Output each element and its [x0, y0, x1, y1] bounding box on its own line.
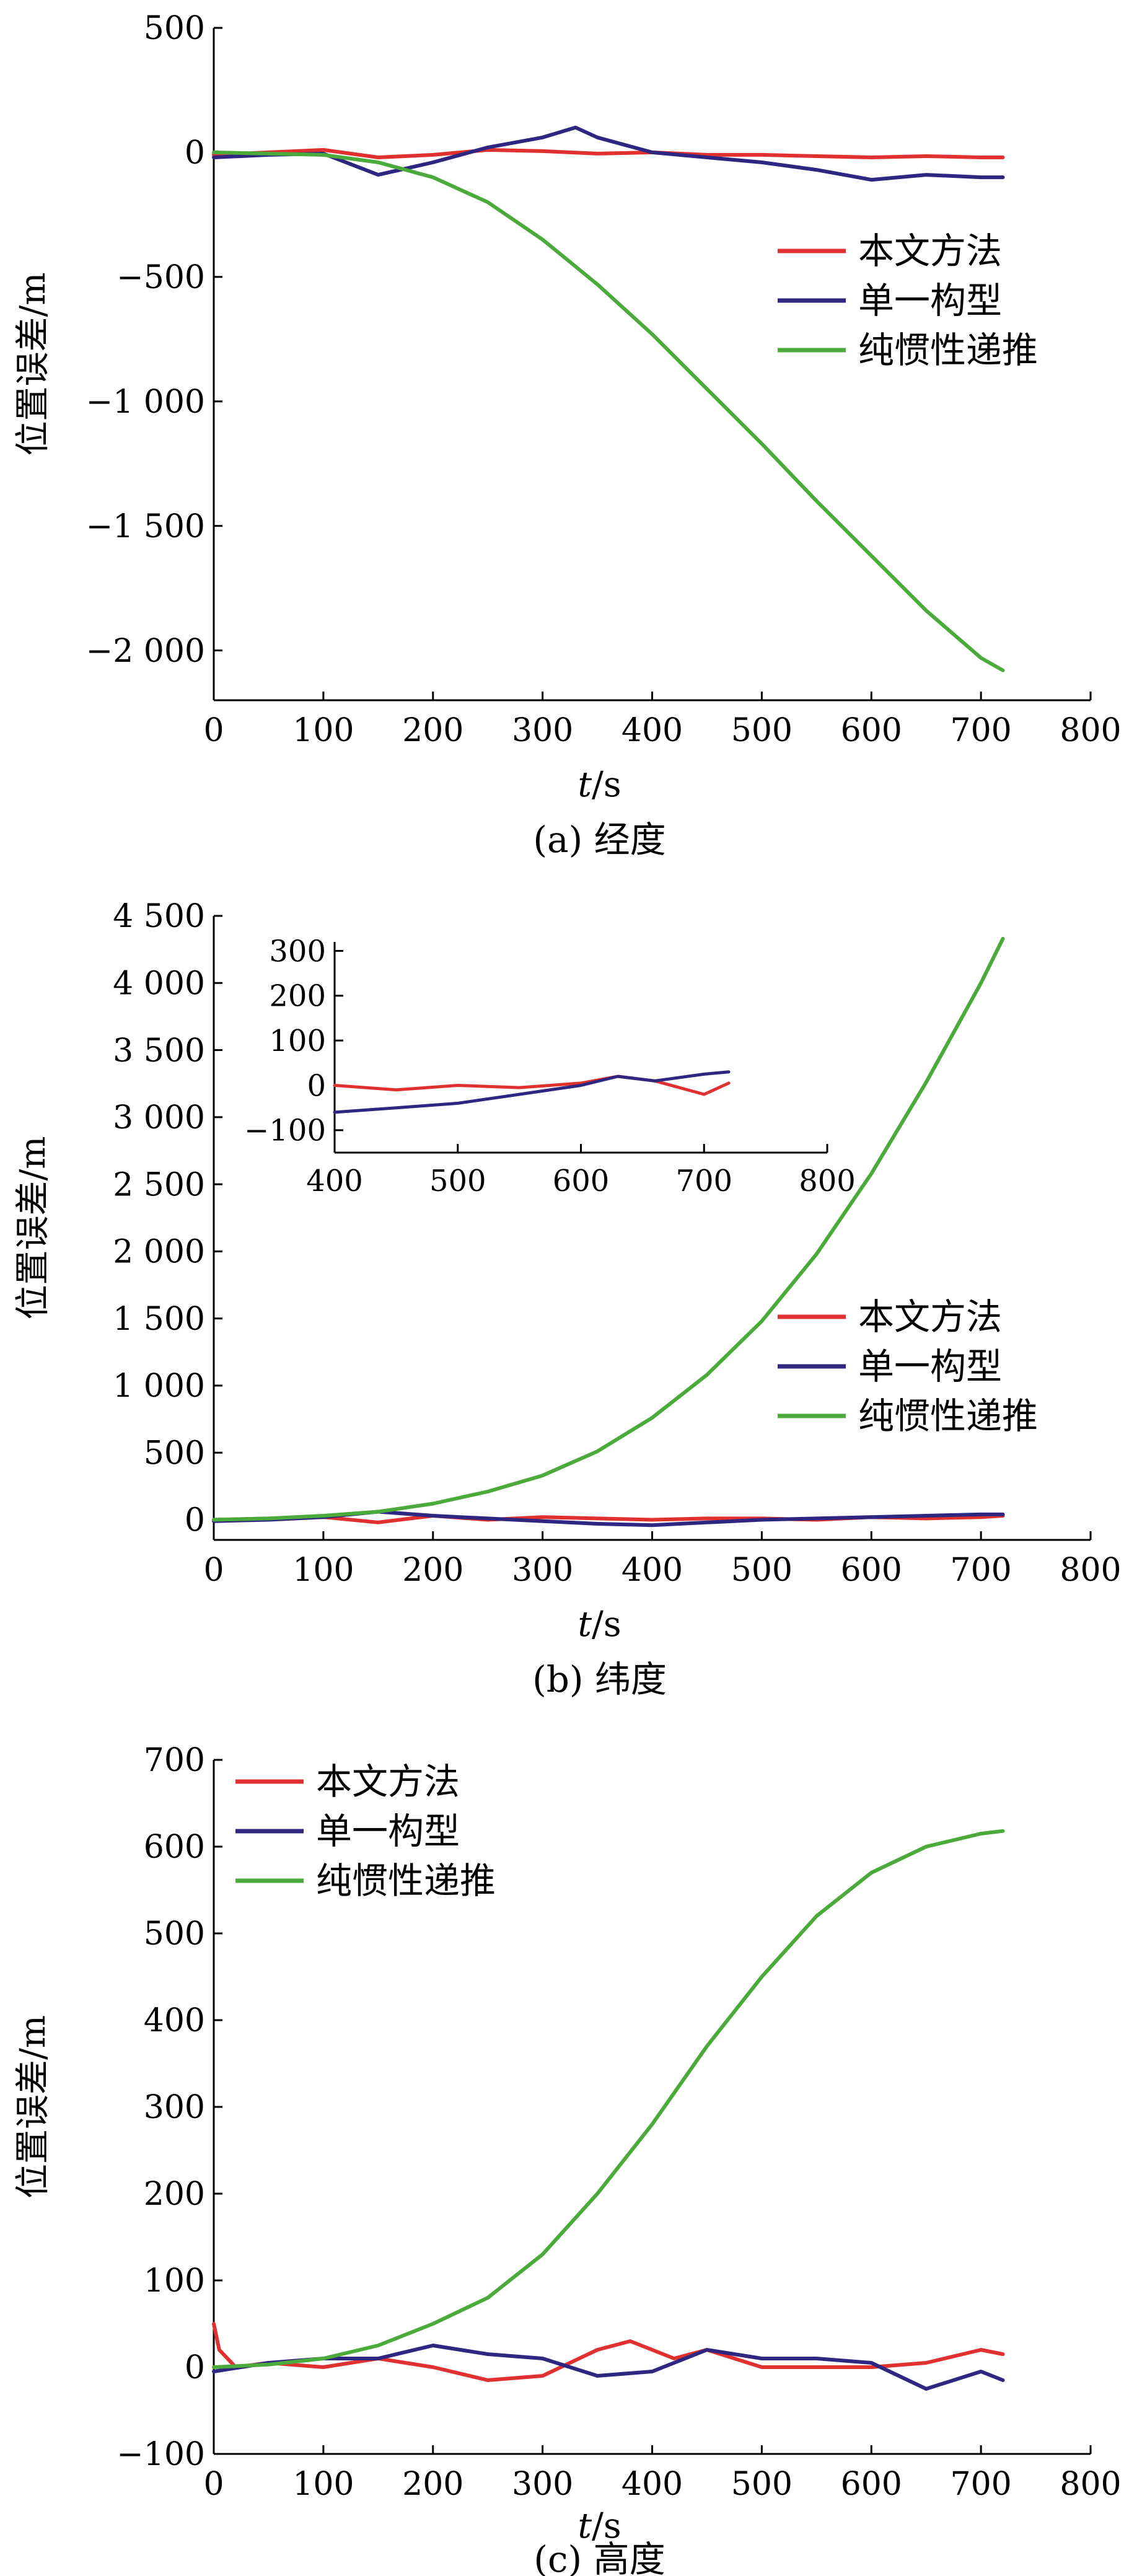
- legend-label: 本文方法: [858, 1296, 1002, 1338]
- x-tick-label: 400: [622, 1552, 683, 1589]
- x-tick-label: 600: [841, 1552, 902, 1589]
- x-tick-label: 100: [292, 1552, 354, 1589]
- y-axis-label: 位置误差/m: [13, 2015, 53, 2199]
- legend-label: 单一构型: [316, 1810, 460, 1852]
- y-tick-label: −1 500: [86, 508, 205, 545]
- y-tick-label: 200: [269, 979, 326, 1014]
- y-tick-label: −1 000: [86, 384, 205, 421]
- y-tick-label: 700: [144, 1742, 205, 1779]
- x-tick-label: 700: [675, 1164, 732, 1198]
- panel-caption: (c) 高度: [534, 2538, 665, 2576]
- x-tick-label: 600: [841, 712, 902, 749]
- x-tick-label: 400: [306, 1164, 363, 1198]
- series-line-单一构型: [212, 2344, 1005, 2391]
- panel-caption: (a) 经度: [533, 819, 665, 861]
- y-tick-label: 400: [144, 2002, 205, 2039]
- x-axis-label: t/s: [578, 765, 621, 805]
- x-tick-label: 200: [402, 1552, 463, 1589]
- y-tick-label: 500: [144, 10, 205, 47]
- series-line-单一构型: [212, 125, 1005, 182]
- legend-label: 纯惯性递推: [858, 329, 1038, 371]
- x-axis-label: t/s: [578, 2506, 621, 2546]
- y-tick-label: 300: [269, 934, 326, 969]
- y-tick-label: 3 500: [113, 1032, 205, 1070]
- x-tick-label: 500: [731, 712, 793, 749]
- x-tick-label: 600: [553, 1164, 610, 1198]
- x-tick-label: 100: [292, 712, 354, 749]
- x-tick-label: 700: [950, 2466, 1011, 2503]
- x-tick-label: 800: [1060, 712, 1121, 749]
- panel-a: 0 100 200 300 400 500 600 700 800 500 0 −500 −1 000 −…: [13, 10, 1122, 861]
- series-line-本文方法: [333, 1075, 731, 1096]
- x-tick-label: 400: [622, 2466, 683, 2503]
- y-tick-label: 4 500: [113, 898, 205, 935]
- y-axis-label: 位置误差/m: [13, 273, 53, 456]
- y-tick-label: 200: [144, 2176, 205, 2213]
- legend-label: 本文方法: [316, 1761, 460, 1803]
- x-tick-label: 700: [950, 1552, 1011, 1589]
- legend-label: 纯惯性递推: [858, 1395, 1038, 1437]
- series-line-纯惯性递推: [212, 150, 1005, 672]
- x-tick-label: 500: [429, 1164, 486, 1198]
- y-tick-label: −500: [116, 259, 205, 296]
- x-axis-label: t/s: [578, 1604, 621, 1645]
- y-tick-label: 500: [144, 1435, 205, 1472]
- y-tick-label: 3 000: [113, 1099, 205, 1136]
- y-tick-label: 100: [269, 1024, 326, 1058]
- x-tick-label: 300: [512, 1552, 573, 1589]
- y-tick-label: 4 000: [113, 965, 205, 1002]
- x-tick-label: 400: [622, 712, 683, 749]
- legend-label: 单一构型: [858, 1345, 1002, 1387]
- x-tick-label: 200: [402, 2466, 463, 2503]
- x-tick-label: 0: [203, 2466, 224, 2503]
- x-tick-label: 100: [292, 2466, 354, 2503]
- legend-label: 单一构型: [858, 279, 1002, 322]
- y-tick-label: 600: [144, 1829, 205, 1866]
- y-tick-label: 1 500: [113, 1301, 205, 1338]
- panel-caption: (b) 纬度: [532, 1658, 667, 1700]
- y-tick-label: 2 000: [113, 1234, 205, 1271]
- panel-b: 0 100 200 300 400 500 600 700 800 4 500 4 000 3 500…: [13, 898, 1122, 1700]
- y-tick-label: 1 000: [113, 1368, 205, 1405]
- x-tick-label: 300: [512, 2466, 573, 2503]
- y-tick-label: 0: [185, 2349, 205, 2386]
- y-tick-label: 2 500: [113, 1166, 205, 1203]
- x-tick-label: 800: [1060, 2466, 1121, 2503]
- y-tick-label: 100: [144, 2262, 205, 2300]
- y-tick-label: −2 000: [86, 633, 205, 670]
- series-line-本文方法: [212, 2322, 1005, 2382]
- series-line-单一构型: [333, 1070, 731, 1114]
- x-tick-label: 600: [841, 2466, 902, 2503]
- x-tick-label: 700: [950, 712, 1011, 749]
- legend-label: 本文方法: [858, 230, 1002, 272]
- series-line-纯惯性递推: [212, 936, 1005, 1522]
- legend-label: 纯惯性递推: [316, 1860, 496, 1902]
- panel-c: 0 100 200 300 400 500 600 700 800 700 600 500 400 300…: [13, 1742, 1122, 2576]
- y-tick-label: 500: [144, 1915, 205, 1953]
- inset-chart: 400 500 600 700 800 300 200 100 0 −100: [244, 934, 856, 1198]
- x-tick-label: 300: [512, 712, 573, 749]
- x-tick-label: 500: [731, 1552, 793, 1589]
- x-tick-label: 500: [731, 2466, 793, 2503]
- x-tick-label: 800: [1060, 1552, 1121, 1589]
- x-tick-label: 800: [799, 1164, 856, 1198]
- series-line-纯惯性递推: [212, 1829, 1005, 2369]
- y-tick-label: −100: [244, 1114, 326, 1148]
- x-tick-label: 0: [203, 712, 224, 749]
- x-tick-label: 0: [203, 1552, 224, 1589]
- y-tick-label: 0: [185, 134, 205, 172]
- y-axis-label: 位置误差/m: [13, 1136, 53, 1320]
- y-tick-label: −100: [116, 2436, 205, 2473]
- y-tick-label: 0: [307, 1068, 326, 1103]
- series-line-本文方法: [212, 147, 1005, 159]
- y-tick-label: 300: [144, 2089, 205, 2126]
- y-tick-label: 0: [185, 1502, 205, 1539]
- x-tick-label: 200: [402, 712, 463, 749]
